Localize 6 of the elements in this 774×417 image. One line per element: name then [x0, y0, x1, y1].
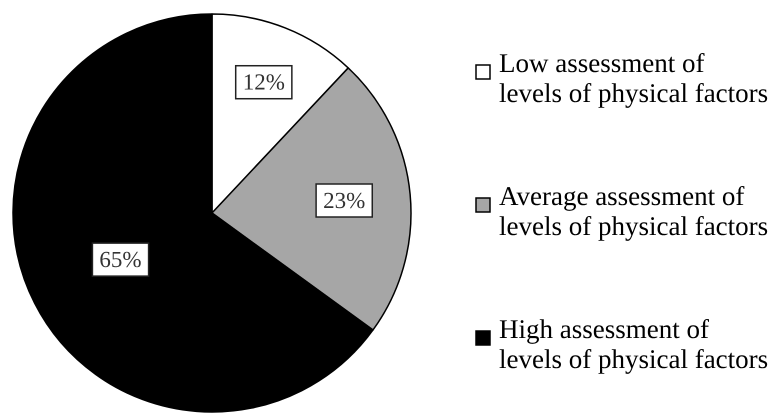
- data-label: 65%: [99, 247, 142, 272]
- data-label: 12%: [242, 70, 285, 95]
- legend-label: Average assessment of levels of physical factors: [499, 181, 768, 241]
- data-label: 23%: [323, 188, 366, 214]
- legend-label: High assessment of levels of physical factors: [499, 314, 768, 374]
- legend-label: Low assessment of levels of physical factors: [499, 48, 768, 108]
